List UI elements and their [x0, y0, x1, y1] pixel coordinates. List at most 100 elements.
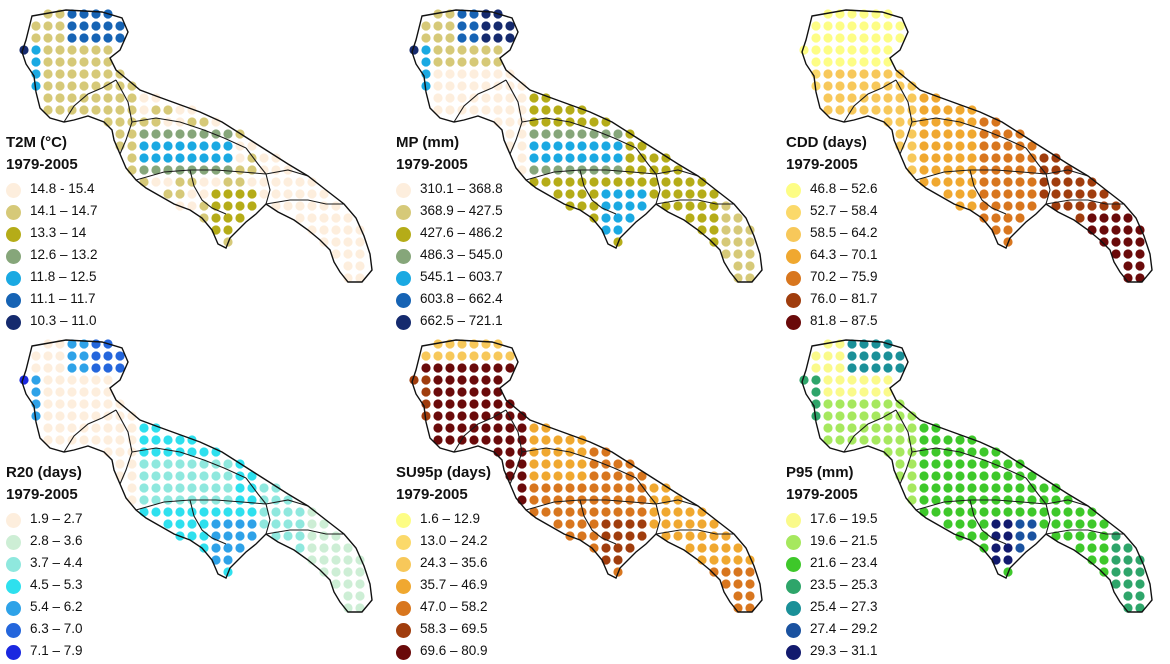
- grid-point: [835, 33, 845, 43]
- grid-point: [733, 249, 743, 259]
- grid-point: [433, 435, 443, 445]
- grid-point: [235, 213, 245, 223]
- grid-point: [931, 153, 941, 163]
- grid-point: [493, 423, 503, 433]
- grid-point: [1003, 531, 1013, 541]
- grid-point: [967, 189, 977, 199]
- grid-point: [1003, 519, 1013, 529]
- legend-label: 2.8 – 3.6: [30, 533, 83, 548]
- grid-point: [637, 483, 647, 493]
- legend-swatch: [6, 623, 21, 638]
- grid-point: [91, 435, 101, 445]
- grid-point: [541, 471, 551, 481]
- legend-item: 14.1 – 14.7: [6, 202, 146, 224]
- province-boundary: [969, 169, 1007, 215]
- grid-point: [565, 153, 575, 163]
- legend-item: 10.3 – 11.0: [6, 312, 146, 334]
- grid-point: [577, 471, 587, 481]
- grid-point: [529, 483, 539, 493]
- grid-point: [1087, 507, 1097, 517]
- grid-point: [199, 177, 209, 187]
- grid-point: [43, 351, 53, 361]
- grid-point: [847, 423, 857, 433]
- grid-point: [457, 363, 467, 373]
- grid-point: [871, 435, 881, 445]
- grid-point: [493, 21, 503, 31]
- grid-point: [517, 81, 527, 91]
- grid-point: [319, 555, 329, 565]
- grid-point: [967, 459, 977, 469]
- legend-item: 70.2 – 75.9: [786, 268, 926, 290]
- grid-point: [103, 375, 113, 385]
- legend-item: 5.4 – 6.2: [6, 598, 146, 620]
- grid-point: [1111, 579, 1121, 589]
- legend-swatch: [6, 183, 21, 198]
- grid-point: [1051, 519, 1061, 529]
- grid-point: [307, 189, 317, 199]
- grid-point: [235, 519, 245, 529]
- grid-point: [355, 603, 365, 613]
- grid-point: [469, 399, 479, 409]
- grid-point: [967, 117, 977, 127]
- grid-point: [235, 165, 245, 175]
- grid-point: [529, 117, 539, 127]
- grid-point: [541, 141, 551, 151]
- grid-point: [811, 363, 821, 373]
- grid-point: [835, 375, 845, 385]
- grid-point: [589, 483, 599, 493]
- grid-point: [1123, 567, 1133, 577]
- legend-label: 11.8 – 12.5: [30, 269, 97, 284]
- grid-point: [637, 507, 647, 517]
- grid-point: [91, 57, 101, 67]
- grid-point: [859, 399, 869, 409]
- grid-point: [895, 21, 905, 31]
- legend-item: 1.9 – 2.7: [6, 510, 146, 532]
- grid-point: [823, 21, 833, 31]
- grid-point: [343, 567, 353, 577]
- grid-point: [163, 117, 173, 127]
- grid-point: [709, 237, 719, 247]
- grid-point: [175, 507, 185, 517]
- grid-point: [613, 225, 623, 235]
- legend-label: 603.8 – 662.4: [420, 291, 503, 306]
- grid-point: [919, 459, 929, 469]
- grid-point: [223, 555, 233, 565]
- grid-point: [625, 507, 635, 517]
- grid-point: [481, 435, 491, 445]
- grid-point: [859, 387, 869, 397]
- grid-point: [871, 339, 881, 349]
- grid-point: [223, 471, 233, 481]
- grid-point: [697, 189, 707, 199]
- grid-point: [979, 483, 989, 493]
- grid-point: [151, 153, 161, 163]
- grid-point: [421, 363, 431, 373]
- grid-point: [919, 117, 929, 127]
- grid-point: [67, 21, 77, 31]
- grid-point: [103, 399, 113, 409]
- grid-point: [43, 93, 53, 103]
- grid-point: [1039, 189, 1049, 199]
- grid-point: [721, 531, 731, 541]
- grid-point: [421, 57, 431, 67]
- grid-point: [541, 177, 551, 187]
- grid-point: [103, 363, 113, 373]
- grid-point: [235, 153, 245, 163]
- grid-point: [859, 351, 869, 361]
- grid-point: [1123, 237, 1133, 247]
- grid-point: [115, 33, 125, 43]
- grid-point: [127, 471, 137, 481]
- legend-swatch: [786, 205, 801, 220]
- grid-point: [331, 567, 341, 577]
- grid-point: [319, 519, 329, 529]
- grid-point: [115, 117, 125, 127]
- grid-point: [823, 435, 833, 445]
- grid-point: [721, 213, 731, 223]
- grid-point: [883, 351, 893, 361]
- legend-period: 1979-2005: [6, 156, 78, 173]
- grid-point: [343, 579, 353, 589]
- legend-label: 27.4 – 29.2: [810, 621, 878, 636]
- province-boundary: [969, 499, 1007, 545]
- grid-point: [493, 45, 503, 55]
- grid-point: [541, 459, 551, 469]
- legend-title: P95 (mm): [786, 464, 854, 481]
